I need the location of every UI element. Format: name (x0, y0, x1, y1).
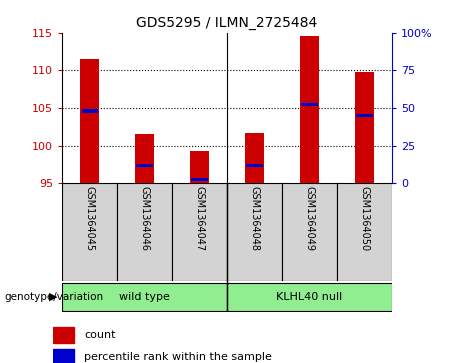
Bar (282, 183, 337, 281)
Bar (117, 183, 172, 281)
Text: wild type: wild type (119, 292, 170, 302)
Bar (337, 183, 392, 281)
Bar (62, 283, 227, 311)
Text: GSM1364047: GSM1364047 (195, 186, 205, 252)
Text: count: count (84, 330, 116, 340)
Text: percentile rank within the sample: percentile rank within the sample (84, 352, 272, 362)
Bar (246, 164, 263, 167)
Text: GSM1364046: GSM1364046 (140, 186, 150, 251)
Text: GSM1364050: GSM1364050 (360, 186, 369, 252)
Bar (53, 349, 74, 363)
Bar (80, 59, 99, 183)
Bar (356, 114, 372, 117)
Bar (190, 151, 209, 183)
Bar (53, 327, 74, 343)
Bar (227, 283, 392, 311)
Bar (62, 183, 117, 281)
Bar (355, 72, 374, 183)
Bar (135, 134, 154, 183)
Bar (227, 183, 282, 281)
Text: GSM1364049: GSM1364049 (304, 186, 314, 251)
Bar (300, 36, 319, 183)
Text: genotype/variation: genotype/variation (5, 292, 104, 302)
Bar (172, 183, 227, 281)
Bar (191, 178, 208, 181)
Bar (245, 133, 264, 183)
Text: GSM1364045: GSM1364045 (85, 186, 95, 252)
Bar (136, 164, 153, 167)
Text: KLHL40 null: KLHL40 null (276, 292, 343, 302)
Bar (82, 109, 98, 113)
Text: GSM1364048: GSM1364048 (249, 186, 260, 251)
Title: GDS5295 / ILMN_2725484: GDS5295 / ILMN_2725484 (136, 16, 318, 30)
Bar (301, 102, 318, 106)
Text: ▶: ▶ (49, 292, 58, 302)
